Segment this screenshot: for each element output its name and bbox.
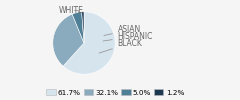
Text: WHITE: WHITE (59, 6, 84, 15)
Wedge shape (63, 12, 115, 74)
Wedge shape (72, 12, 84, 43)
Legend: 61.7%, 32.1%, 5.0%, 1.2%: 61.7%, 32.1%, 5.0%, 1.2% (46, 89, 185, 96)
Text: HISPANIC: HISPANIC (103, 32, 153, 41)
Wedge shape (53, 14, 84, 66)
Text: ASIAN: ASIAN (104, 25, 141, 36)
Wedge shape (82, 12, 84, 43)
Text: BLACK: BLACK (99, 38, 143, 53)
